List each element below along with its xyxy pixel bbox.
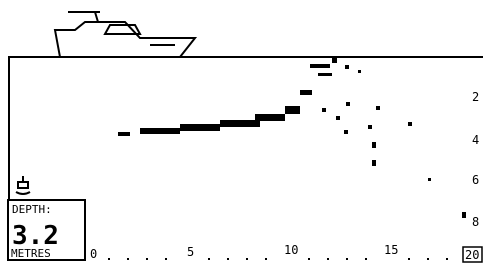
distance-tick: 5	[187, 245, 194, 259]
range-tick: 8	[472, 215, 479, 229]
range-tick: 2	[472, 90, 479, 104]
sonar-screen: 2 4 6 8 0 5 10 15 20 DEPTH: 3.2 METRES	[0, 0, 483, 263]
distance-tick: 15	[384, 243, 398, 257]
depth-unit: METRES	[11, 247, 51, 260]
distance-tick: 10	[284, 243, 298, 257]
distance-tick: 20	[465, 248, 479, 262]
depth-label: DEPTH:	[12, 203, 52, 216]
distance-tick: 0	[90, 247, 97, 261]
range-tick: 6	[472, 173, 479, 187]
range-tick: 4	[472, 133, 479, 147]
